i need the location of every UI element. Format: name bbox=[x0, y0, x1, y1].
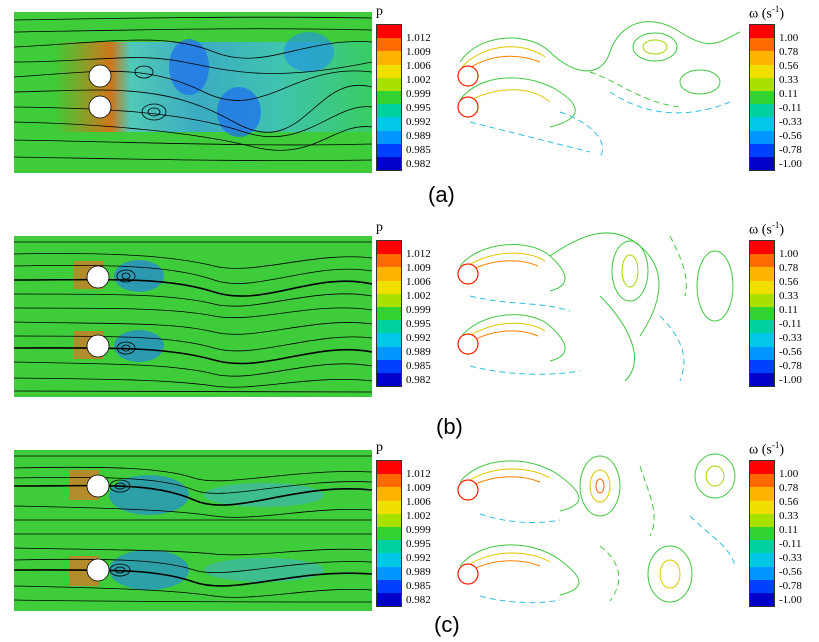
vorticity-field-b bbox=[450, 226, 740, 387]
vorticity-tick: 0.78 bbox=[779, 482, 799, 494]
pressure-tick: 1.002 bbox=[406, 74, 431, 86]
vorticity-field-a bbox=[450, 12, 740, 173]
vorticity-symbol: ω (s-1) bbox=[749, 4, 784, 22]
vorticity-tick: 0.56 bbox=[779, 60, 799, 72]
vorticity-tick: -0.78 bbox=[779, 360, 802, 372]
vorticity-tick: 0.78 bbox=[779, 46, 799, 58]
panel-label-a: (a) bbox=[428, 182, 455, 207]
pressure-tick: 1.012 bbox=[406, 248, 431, 260]
pressure-tick: 0.982 bbox=[406, 374, 431, 386]
vorticity-symbol: ω (s-1) bbox=[749, 220, 784, 238]
vorticity-tick: 0.11 bbox=[779, 524, 798, 536]
panel-label-b: (b) bbox=[436, 414, 463, 439]
vorticity-tick: 0.11 bbox=[779, 304, 798, 316]
vorticity-tick: -0.78 bbox=[779, 144, 802, 156]
pressure-tick: 0.995 bbox=[406, 538, 431, 550]
vorticity-tick: 0.11 bbox=[779, 88, 798, 100]
pressure-swatches bbox=[376, 240, 402, 388]
vorticity-tick: -0.11 bbox=[779, 538, 802, 550]
pressure-tick: 0.985 bbox=[406, 580, 431, 592]
pressure-tick: 1.009 bbox=[406, 262, 431, 274]
pressure-swatches bbox=[376, 460, 402, 608]
pressure-tick: 0.992 bbox=[406, 116, 431, 128]
pressure-tick: 0.982 bbox=[406, 594, 431, 606]
pressure-tick: 1.006 bbox=[406, 276, 431, 288]
pressure-field-c bbox=[14, 450, 372, 611]
pressure-tick: 1.002 bbox=[406, 290, 431, 302]
vorticity-tick: 0.33 bbox=[779, 290, 799, 302]
vorticity-tick: 0.33 bbox=[779, 74, 799, 86]
pressure-tick: 0.989 bbox=[406, 346, 431, 358]
vorticity-tick: -0.33 bbox=[779, 552, 802, 564]
vorticity-tick: -0.11 bbox=[779, 318, 802, 330]
pressure-tick: 0.999 bbox=[406, 304, 431, 316]
pressure-tick: 0.992 bbox=[406, 332, 431, 344]
panel-label-c: (c) bbox=[434, 612, 460, 637]
vorticity-swatches bbox=[749, 240, 775, 388]
pressure-symbol: p bbox=[376, 440, 383, 455]
pressure-tick: 1.006 bbox=[406, 496, 431, 508]
pressure-tick: 1.012 bbox=[406, 468, 431, 480]
vorticity-tick: 1.00 bbox=[779, 32, 799, 44]
pressure-tick: 0.989 bbox=[406, 566, 431, 578]
vorticity-tick: -0.56 bbox=[779, 566, 802, 578]
vorticity-tick: 0.78 bbox=[779, 262, 799, 274]
vorticity-tick: -0.11 bbox=[779, 102, 802, 114]
vorticity-tick: -0.33 bbox=[779, 332, 802, 344]
vorticity-tick: -1.00 bbox=[779, 158, 802, 170]
vorticity-swatches bbox=[749, 24, 775, 172]
vorticity-tick: 0.33 bbox=[779, 510, 799, 522]
pressure-tick: 0.982 bbox=[406, 158, 431, 170]
pressure-tick: 0.989 bbox=[406, 130, 431, 142]
pressure-tick: 1.006 bbox=[406, 60, 431, 72]
vorticity-swatches bbox=[749, 460, 775, 608]
vorticity-tick: 0.56 bbox=[779, 496, 799, 508]
pressure-symbol: p bbox=[376, 220, 383, 235]
pressure-swatches bbox=[376, 24, 402, 172]
vorticity-tick: 0.56 bbox=[779, 276, 799, 288]
vorticity-tick: 1.00 bbox=[779, 468, 799, 480]
pressure-tick: 0.992 bbox=[406, 552, 431, 564]
vorticity-tick: -0.78 bbox=[779, 580, 802, 592]
pressure-tick: 0.995 bbox=[406, 318, 431, 330]
vorticity-symbol: ω (s-1) bbox=[749, 440, 784, 458]
pressure-field-b bbox=[14, 236, 372, 397]
vorticity-tick: -1.00 bbox=[779, 374, 802, 386]
vorticity-tick: -1.00 bbox=[779, 594, 802, 606]
pressure-tick: 0.999 bbox=[406, 88, 431, 100]
vorticity-field-c bbox=[450, 446, 740, 607]
vorticity-tick: 1.00 bbox=[779, 248, 799, 260]
pressure-symbol: p bbox=[376, 4, 383, 19]
pressure-tick: 0.985 bbox=[406, 144, 431, 156]
pressure-tick: 1.002 bbox=[406, 510, 431, 522]
pressure-tick: 1.009 bbox=[406, 46, 431, 58]
vorticity-tick: -0.33 bbox=[779, 116, 802, 128]
vorticity-tick: -0.56 bbox=[779, 346, 802, 358]
pressure-tick: 0.985 bbox=[406, 360, 431, 372]
pressure-tick: 1.009 bbox=[406, 482, 431, 494]
vorticity-tick: -0.56 bbox=[779, 130, 802, 142]
pressure-field-a bbox=[14, 12, 372, 173]
pressure-tick: 1.012 bbox=[406, 32, 431, 44]
pressure-tick: 0.999 bbox=[406, 524, 431, 536]
pressure-tick: 0.995 bbox=[406, 102, 431, 114]
